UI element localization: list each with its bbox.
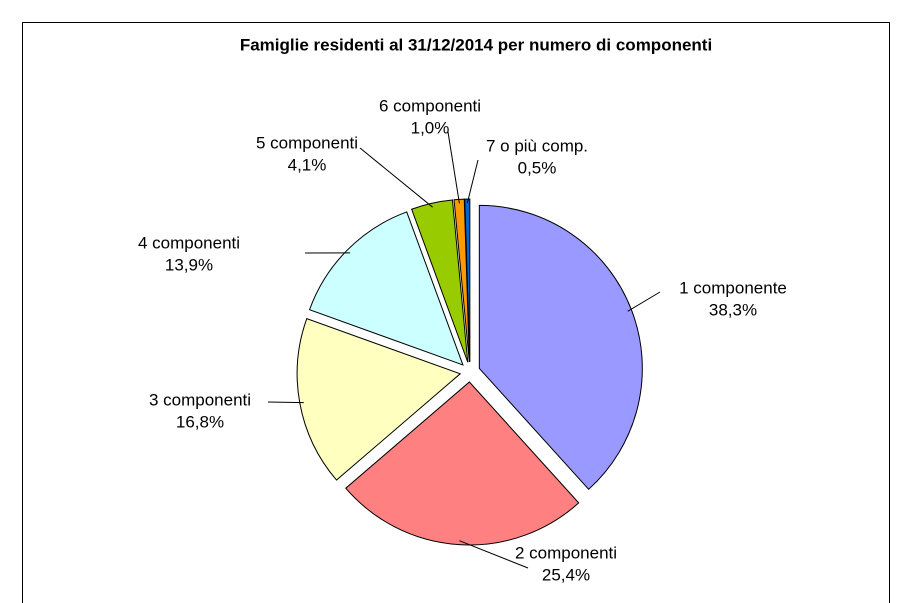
slice-label: 4 componenti [138, 233, 240, 252]
pie-slice [464, 198, 471, 363]
leader-line [359, 147, 433, 208]
pie-slice [478, 204, 643, 491]
slice-label: 6 componenti [379, 96, 481, 115]
slice-value-label: 25,4% [542, 565, 590, 584]
slice-label: 5 componenti [256, 133, 358, 152]
pie-slice [410, 199, 469, 363]
pie-slice [296, 317, 462, 481]
slice-value-label: 0,5% [518, 158, 557, 177]
slice-value-label: 13,9% [165, 255, 213, 274]
slice-value-label: 1,0% [411, 118, 450, 137]
slice-label: 1 componente [679, 278, 787, 297]
slice-value-label: 4,1% [288, 155, 327, 174]
slice-value-label: 38,3% [709, 300, 757, 319]
leader-line [267, 401, 304, 404]
chart-title: Famiglie residenti al 31/12/2014 per num… [240, 35, 712, 54]
leader-line [627, 291, 661, 312]
slice-label: 2 componenti [515, 543, 617, 562]
pie-slice [345, 381, 580, 546]
leader-line [459, 540, 529, 569]
slice-label: 3 componenti [149, 390, 251, 409]
leader-line [466, 159, 479, 204]
leader-line [447, 131, 460, 204]
slice-value-label: 16,8% [176, 412, 224, 431]
pie-slice [308, 211, 464, 366]
slice-label: 7 o più comp. [486, 136, 588, 155]
